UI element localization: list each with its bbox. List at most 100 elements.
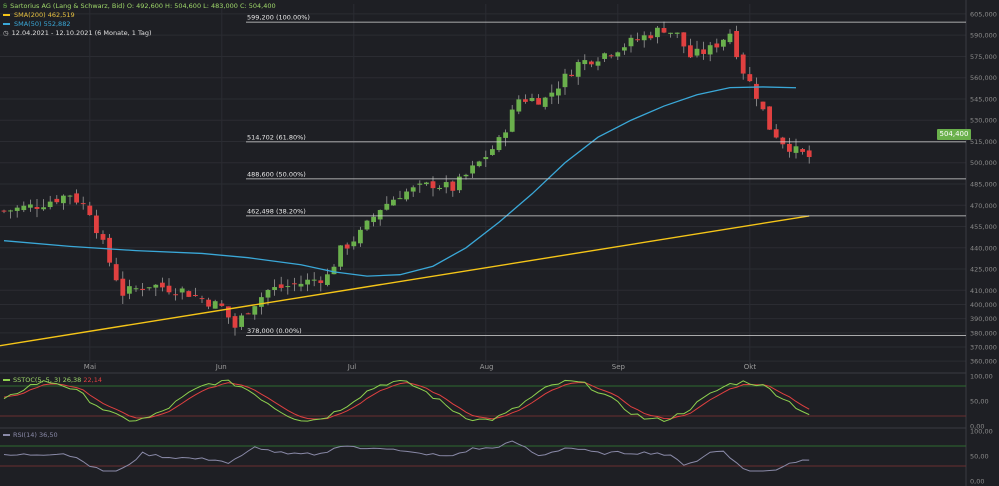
y-tick-label: 575,000: [970, 53, 997, 61]
candle-body: [80, 203, 86, 205]
current-price-badge: 504,400: [937, 129, 971, 140]
y-tick-label: 440,000: [970, 244, 997, 252]
candle-body: [714, 43, 720, 48]
candle-body: [694, 48, 700, 56]
y-tick-label: 485,000: [970, 181, 997, 189]
candle-body: [212, 301, 218, 309]
candle-body: [133, 288, 139, 290]
candle-body: [628, 37, 634, 47]
candle-body: [450, 181, 456, 191]
candle-body: [701, 49, 706, 54]
candle-body: [767, 106, 772, 130]
stoch-tick-label: 0,00: [970, 423, 984, 431]
fib-label: 514,702 (61.80%): [247, 133, 306, 141]
x-tick-label: Aug: [480, 363, 494, 371]
candle-body: [166, 285, 172, 293]
candle-body: [668, 32, 673, 34]
candle-body: [160, 282, 165, 288]
rsi-tick-label: 0,00: [970, 478, 984, 486]
x-tick-label: Okt: [744, 363, 757, 371]
candle-body: [582, 60, 588, 65]
candle-body: [688, 45, 693, 58]
fib-label: 462,498 (38.20%): [247, 207, 306, 215]
candle-body: [734, 30, 739, 58]
candle-body: [443, 182, 449, 188]
candle-body: [410, 187, 416, 192]
rsi-line: [3, 440, 810, 472]
y-tick-label: 410,000: [970, 287, 997, 295]
candle-body: [120, 278, 126, 296]
candle-body: [641, 35, 647, 41]
candle-body: [760, 101, 766, 110]
candle-body: [391, 199, 396, 206]
candle-body: [127, 286, 132, 294]
fib-label: 378,000 (0.00%): [247, 327, 302, 335]
candle-body: [351, 241, 357, 247]
candle-body: [338, 245, 343, 267]
symbol-line: Ꞩ Sartorius AG (Lang & Schwarz, Bid) O: 4…: [3, 2, 276, 10]
candle-body: [311, 279, 317, 281]
candle-body: [285, 286, 291, 288]
candle-body: [8, 210, 13, 212]
y-tick-label: 425,000: [970, 266, 997, 274]
candle-body: [622, 47, 627, 51]
candle-body: [193, 295, 198, 297]
stoch-tick-label: 50,00: [970, 398, 989, 406]
candle-body: [100, 234, 106, 240]
candle-body: [674, 32, 680, 34]
candle-body: [245, 313, 251, 315]
candle-body: [371, 216, 376, 223]
candle-body: [358, 229, 363, 244]
stoch-k-line: [3, 379, 810, 422]
candle-body: [575, 62, 581, 77]
candle-body: [21, 205, 27, 211]
y-tick-label: 470,000: [970, 202, 997, 210]
candle-body: [806, 150, 812, 158]
candle-body: [1, 210, 7, 212]
candle-body: [569, 74, 574, 77]
y-tick-label: 390,000: [970, 315, 997, 323]
candle-body: [740, 54, 746, 74]
candle-body: [661, 28, 667, 33]
fib-label: 599,200 (100.00%): [247, 14, 310, 22]
y-tick-label: 455,000: [970, 223, 997, 231]
candle-body: [536, 98, 541, 105]
candle-body: [430, 181, 436, 189]
candle-body: [681, 32, 687, 47]
candle-body: [259, 297, 264, 307]
candle-body: [529, 97, 535, 101]
candle-body: [67, 195, 73, 197]
candle-body: [298, 283, 304, 287]
candle-body: [490, 149, 495, 155]
candle-body: [516, 99, 522, 112]
candle-body: [140, 288, 145, 290]
candle-body: [589, 61, 594, 65]
candle-body: [94, 215, 99, 234]
candle-body: [483, 157, 489, 160]
y-tick-label: 515,000: [970, 138, 997, 146]
y-tick-label: 590,000: [970, 32, 997, 40]
x-tick-label: Jun: [215, 363, 227, 371]
rsi-legend: RSI(14) 36,50: [3, 431, 58, 439]
sma200-line: [0, 215, 810, 347]
candle-body: [74, 193, 79, 203]
candle-body: [648, 35, 654, 39]
candle-body: [595, 61, 601, 66]
sma200-legend: SMA(200) 462,519: [3, 11, 276, 20]
stoch-d-line: [3, 382, 810, 420]
candle-body: [549, 92, 555, 97]
candle-body: [417, 183, 423, 185]
candle-body: [325, 274, 330, 285]
x-tick-label: Mai: [84, 363, 96, 371]
candle-body: [542, 97, 548, 107]
y-tick-label: 380,000: [970, 329, 997, 337]
candle-body: [727, 33, 733, 43]
candle-body: [186, 291, 192, 297]
candle-body: [331, 266, 337, 275]
candle-body: [437, 187, 442, 189]
candle-body: [47, 201, 53, 208]
candle-body: [146, 287, 152, 289]
candle-body: [793, 146, 799, 153]
y-tick-label: 530,000: [970, 117, 997, 125]
